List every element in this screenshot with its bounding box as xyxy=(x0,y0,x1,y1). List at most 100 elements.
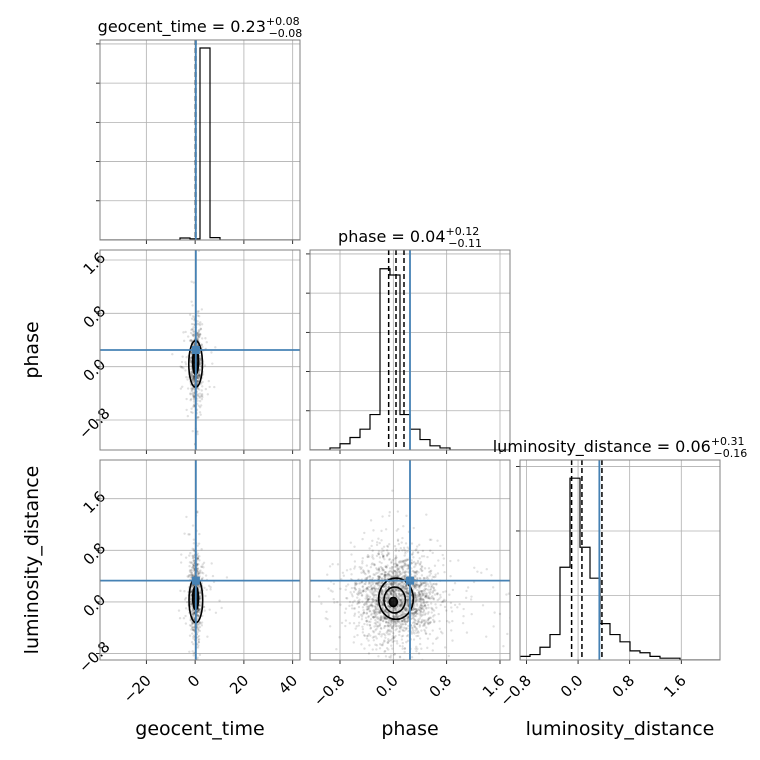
sample-point xyxy=(414,562,417,565)
sample-point xyxy=(402,585,406,588)
sample-point xyxy=(357,590,361,593)
sample-point xyxy=(271,615,273,617)
x-tick-label: 0.0 xyxy=(557,671,587,701)
sample-point xyxy=(368,575,372,578)
sample-point xyxy=(401,575,404,579)
sample-point xyxy=(373,585,376,588)
sample-point xyxy=(198,608,201,611)
sample-point xyxy=(370,586,374,590)
sample-point xyxy=(196,557,199,560)
sample-point xyxy=(196,323,199,326)
sample-point xyxy=(427,567,431,570)
sample-point xyxy=(372,586,376,590)
sample-point xyxy=(425,621,428,624)
sample-point xyxy=(393,587,397,590)
sample-point xyxy=(361,585,365,588)
sample-point xyxy=(186,335,190,338)
sample-point xyxy=(420,582,423,585)
sample-point xyxy=(417,599,421,603)
sample-point xyxy=(193,319,196,322)
sample-point xyxy=(378,584,381,587)
sample-point xyxy=(386,641,389,644)
sample-point xyxy=(414,611,417,614)
sample-point xyxy=(414,586,417,590)
sample-point xyxy=(419,599,422,602)
sample-point xyxy=(367,582,371,585)
sample-point xyxy=(404,585,408,588)
sample-point xyxy=(192,376,196,379)
x-tick-label: −20 xyxy=(120,671,155,706)
sample-point xyxy=(383,615,387,619)
sample-point xyxy=(403,607,407,610)
sample-point xyxy=(189,576,193,579)
sample-point xyxy=(381,644,384,647)
sample-point xyxy=(405,584,408,587)
sample-point xyxy=(425,626,428,629)
sample-point xyxy=(394,581,397,585)
sample-point xyxy=(367,620,371,623)
sample-point xyxy=(358,601,361,604)
sample-point xyxy=(374,614,377,617)
sample-point xyxy=(386,624,390,627)
sample-point xyxy=(414,571,417,574)
sample-point xyxy=(197,310,200,313)
sample-point xyxy=(192,548,196,551)
sample-point xyxy=(386,592,389,596)
y-tick-label: 0.0 xyxy=(80,355,110,385)
sample-point xyxy=(363,634,367,638)
sample-point xyxy=(421,618,424,622)
sample-point xyxy=(382,554,385,558)
sample-point xyxy=(506,632,509,636)
sample-point xyxy=(372,609,375,612)
sample-point xyxy=(383,617,386,620)
sample-point xyxy=(417,607,420,611)
sample-point xyxy=(429,549,432,552)
sample-point xyxy=(411,629,415,632)
sample-point xyxy=(439,544,442,548)
sample-point xyxy=(399,599,402,602)
sample-point xyxy=(420,567,423,570)
sample-point xyxy=(420,590,423,593)
sample-point xyxy=(416,551,419,554)
x-tick-label: 0.0 xyxy=(372,671,402,701)
sample-point xyxy=(354,583,358,586)
sample-point xyxy=(384,649,387,653)
sample-point xyxy=(394,574,397,577)
sample-point xyxy=(196,332,199,335)
sample-point xyxy=(353,586,356,590)
sample-point xyxy=(378,570,381,573)
sample-point xyxy=(402,618,406,622)
sample-point xyxy=(389,589,392,593)
sample-point xyxy=(192,400,196,403)
sample-point xyxy=(388,567,392,570)
sample-point xyxy=(197,614,200,618)
sample-point xyxy=(191,621,194,625)
sample-point xyxy=(198,609,202,612)
sample-point xyxy=(392,590,396,593)
sample-point xyxy=(190,373,194,377)
sample-point xyxy=(332,582,336,586)
sample-point xyxy=(397,567,401,571)
sample-point xyxy=(411,621,415,625)
sample-point xyxy=(431,597,435,600)
sample-point xyxy=(424,606,428,609)
sample-point xyxy=(369,519,373,522)
sample-point xyxy=(400,620,404,623)
sample-point xyxy=(413,617,416,621)
sample-point xyxy=(302,584,304,586)
sample-point xyxy=(386,611,389,614)
sample-point xyxy=(416,622,419,626)
sample-point xyxy=(406,597,409,601)
sample-point xyxy=(357,611,360,614)
sample-point xyxy=(398,602,401,605)
sample-point xyxy=(192,375,195,379)
sample-point xyxy=(198,332,202,336)
sample-point xyxy=(191,613,195,617)
sample-point xyxy=(188,624,192,627)
sample-point xyxy=(340,621,344,625)
sample-point xyxy=(444,599,447,602)
sample-point xyxy=(414,575,417,578)
sample-point xyxy=(353,565,357,568)
sample-point xyxy=(192,542,196,545)
sample-point xyxy=(402,611,405,614)
